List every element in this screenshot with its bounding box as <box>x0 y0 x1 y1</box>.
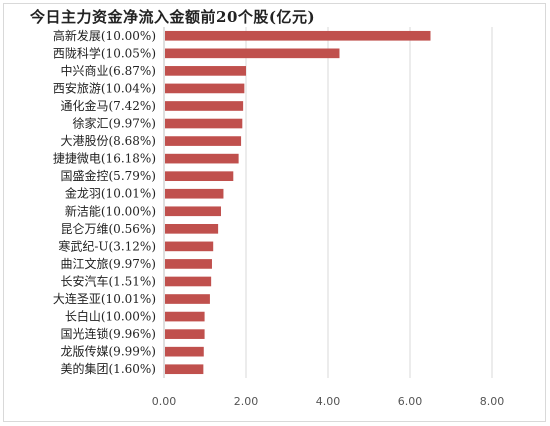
chart-frame <box>3 3 546 422</box>
category-label: 中兴商业(6.87%) <box>61 63 157 78</box>
chart-title: 今日主力资金净流入金额前20个股(亿元) <box>30 8 316 26</box>
bar <box>165 259 212 269</box>
category-label: 捷捷微电(16.18%) <box>53 152 156 166</box>
bar <box>165 276 212 287</box>
bar <box>165 171 234 182</box>
bar <box>165 241 214 252</box>
category-label: 曲江文旅(9.97%) <box>61 256 157 271</box>
bar <box>165 153 239 164</box>
category-label: 大连圣亚(10.01%) <box>53 291 156 306</box>
category-label: 通化金马(7.42%) <box>61 98 157 113</box>
category-label: 大港股份(8.68%) <box>61 134 157 148</box>
bar <box>165 311 205 322</box>
category-label: 金龙羽(10.01%) <box>65 186 156 201</box>
x-tick-label: 8.00 <box>480 395 505 408</box>
category-label: 寒武纪-U(3.12%) <box>58 238 156 253</box>
category-label: 高新发展(10.00%) <box>53 28 156 43</box>
bar <box>165 188 224 199</box>
bar <box>165 223 219 234</box>
category-label: 徐家汇(9.97%) <box>73 116 157 131</box>
x-tick-label: 4.00 <box>316 395 341 408</box>
x-tick-label: 0.00 <box>152 395 177 408</box>
bar <box>165 30 431 41</box>
category-label: 新洁能(10.00%) <box>65 203 156 218</box>
category-label: 美的集团(1.60%) <box>61 361 157 376</box>
bar <box>165 83 245 94</box>
bar <box>165 346 204 357</box>
x-tick-label: 6.00 <box>398 395 423 408</box>
bar <box>165 48 340 59</box>
bar <box>165 206 221 217</box>
category-label: 长安汽车(1.51%) <box>61 273 157 288</box>
category-label: 西陇科学(10.05%) <box>53 45 156 60</box>
category-label: 昆仑万维(0.56%) <box>61 222 157 236</box>
category-label: 龙版传媒(9.99%) <box>61 344 157 359</box>
category-label: 长白山(10.00%) <box>65 309 156 324</box>
bar <box>165 101 244 111</box>
bar <box>165 118 243 129</box>
category-label: 西安旅游(10.04%) <box>53 80 156 95</box>
bar <box>165 136 242 146</box>
category-label: 国盛金控(5.79%) <box>61 168 157 183</box>
bar <box>165 66 246 76</box>
category-label: 国光连锁(9.96%) <box>61 326 157 341</box>
bar <box>165 329 205 339</box>
bar <box>165 294 210 304</box>
bar <box>165 364 204 375</box>
x-tick-label: 2.00 <box>234 395 259 408</box>
